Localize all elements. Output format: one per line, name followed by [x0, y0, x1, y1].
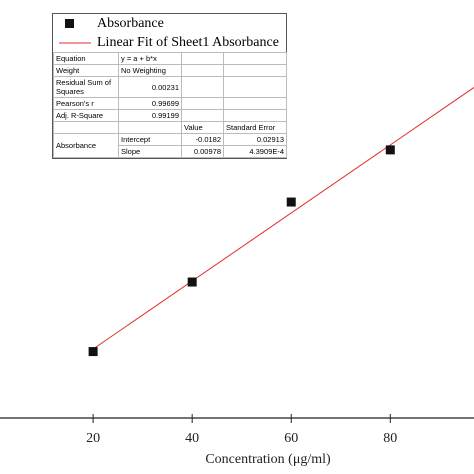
cell: y = a + b*x — [118, 52, 182, 65]
cell: Standard Error — [223, 121, 287, 134]
point — [88, 347, 98, 357]
legend: Absorbance Linear Fit of Sheet1 Absorban… — [52, 13, 287, 159]
legend-entry: Linear Fit of Sheet1 Absorbance — [53, 33, 286, 52]
cell: -0.0182 — [181, 133, 224, 146]
legend-label: Absorbance — [97, 16, 164, 31]
fit-table: Equation y = a + b*x Weight No Weighting R… — [53, 52, 287, 158]
point — [385, 145, 395, 155]
cell: Weight — [53, 64, 119, 77]
legend-label: Linear Fit of Sheet1 Absorbance — [97, 35, 279, 50]
cell: Intercept — [118, 133, 182, 146]
x-tick-label: 20 — [86, 431, 100, 446]
point — [286, 197, 296, 207]
cell: 0.00231 — [118, 76, 182, 98]
cell: 0.02913 — [223, 133, 287, 146]
cell: Residual Sum of Squares — [53, 76, 119, 98]
cell: Value — [181, 121, 224, 134]
cell: 0.99699 — [118, 97, 182, 110]
x-tick-label: 40 — [185, 431, 199, 446]
cell: Adj. R-Square — [53, 109, 119, 122]
cell: No Weighting — [118, 64, 182, 77]
cell: 0.00978 — [181, 145, 224, 158]
cell: 4.3909E-4 — [223, 145, 287, 158]
x-axis-title: Concentration (μg/ml) — [205, 452, 331, 467]
legend-marker — [65, 19, 74, 28]
point — [187, 277, 197, 287]
cell: Slope — [118, 145, 182, 158]
x-tick-label: 80 — [383, 431, 397, 446]
cell: 0.99199 — [118, 109, 182, 122]
cell: Equation — [53, 52, 119, 65]
cell: Pearson's r — [53, 97, 119, 110]
x-tick-label: 60 — [284, 431, 298, 446]
legend-line — [59, 42, 91, 44]
cell: Absorbance — [53, 133, 119, 158]
fit-line — [92, 87, 474, 350]
legend-entry: Absorbance — [53, 14, 286, 33]
